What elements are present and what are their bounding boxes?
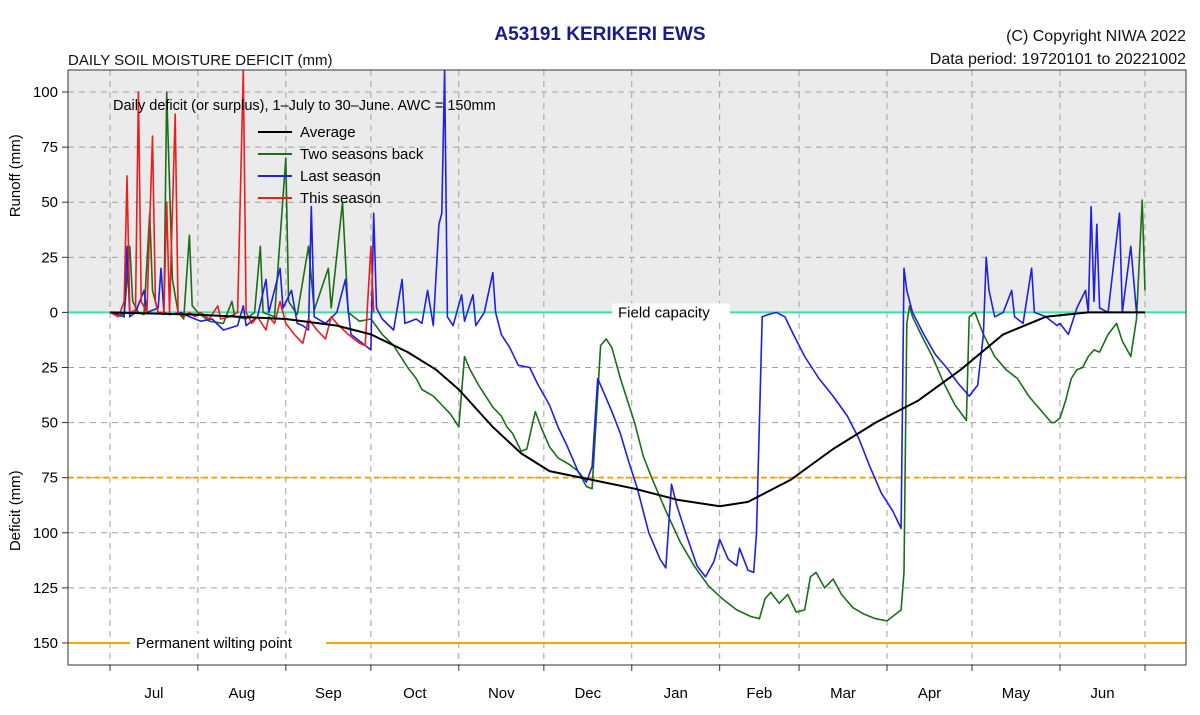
y-tick-label: 100 [33,84,58,101]
y-tick-label: 50 [41,194,58,211]
x-tick-label: Aug [229,685,256,702]
runoff-region [68,70,1186,313]
y-tick-label: 25 [41,249,58,266]
x-tick-label: Mar [830,685,856,702]
y-axis-label-runoff: Runoff (mm) [7,134,24,217]
y-axis-label-deficit: Deficit (mm) [7,470,24,551]
y-tick-label: 50 [41,415,58,432]
field-capacity-label-bg [612,303,730,322]
y-tick-label: 100 [33,525,58,542]
y-tick-label: 25 [41,360,58,377]
legend-label: Two seasons back [300,146,424,163]
x-tick-label: Sep [315,685,342,702]
series-line-this-season [109,69,375,347]
x-tick-label: Nov [488,685,515,702]
grid-lines [68,70,1186,665]
y-tick-label: 75 [41,139,58,156]
series-lines [109,69,1146,622]
x-tick-label: Apr [918,685,941,702]
y-tick-label: 150 [33,635,58,652]
series-line-last-season [109,69,1145,578]
x-tick-label: Jun [1090,685,1114,702]
x-tick-label: Feb [746,685,772,702]
x-tick-label: Jan [664,685,688,702]
chart-annotation: Daily deficit (or surplus), 1–July to 30… [113,98,496,114]
y-tick-label: 0 [50,304,58,321]
data-period: Data period: 19720101 to 20221002 [929,51,1186,68]
x-tick-label: Oct [403,685,427,702]
legend: Average Two seasons back Last season This s… [258,124,424,207]
chart-title: A53191 KERIKERI EWS [494,24,706,45]
chart-subtitle: DAILY SOIL MOISTURE DEFICIT (mm) [68,52,333,69]
y-tick-label: 75 [41,470,58,487]
axes: 100 75 50 25 0 25 50 75 100 125 150 Jul Aug Sep Oct Nov… [33,84,1146,702]
legend-label: Last season [300,168,381,185]
x-tick-label: Dec [574,685,601,702]
y-tick-label: 125 [33,580,58,597]
legend-label: This season [300,190,381,207]
legend-label: Average [300,124,356,141]
field-capacity-label: Field capacity [618,304,710,321]
copyright-notice: (C) Copyright NIWA 2022 [1006,28,1186,45]
wilting-point-label: Permanent wilting point [136,635,293,652]
wilting-label-bg [130,633,326,652]
series-line-average [109,311,1145,508]
x-tick-label: May [1002,685,1031,702]
x-tick-label: Jul [144,685,163,702]
